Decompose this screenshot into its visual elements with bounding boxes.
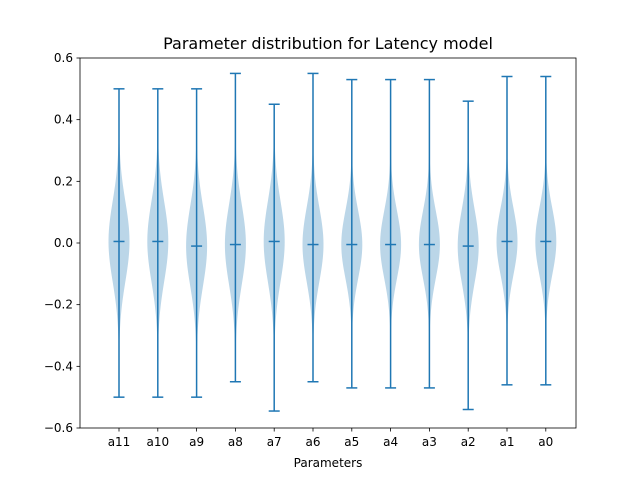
x-tick-label: a8 <box>228 435 243 449</box>
x-tick-label: a9 <box>189 435 204 449</box>
x-tick-label: a1 <box>500 435 515 449</box>
y-tick-label: 0.4 <box>54 113 73 127</box>
x-tick-label: a0 <box>538 435 553 449</box>
x-tick-label: a5 <box>344 435 359 449</box>
x-tick-label: a2 <box>461 435 476 449</box>
x-tick-label: a6 <box>306 435 321 449</box>
y-tick-label: 0.0 <box>54 236 73 250</box>
y-tick-label: 0.6 <box>54 51 73 65</box>
x-tick-label: a7 <box>267 435 282 449</box>
x-tick-label: a11 <box>108 435 131 449</box>
y-tick-label: −0.4 <box>44 359 73 373</box>
x-tick-label: a4 <box>383 435 398 449</box>
violins-layer <box>108 72 557 412</box>
y-tick-label: 0.2 <box>54 174 73 188</box>
x-tick-label: a3 <box>422 435 437 449</box>
x-axis: a11 a10 a9 a8 a7 a6 a5 a4 a3 a2 a1 a0 <box>108 428 553 449</box>
x-axis-label: Parameters <box>294 456 363 470</box>
chart-title: Parameter distribution for Latency model <box>163 34 493 53</box>
y-tick-label: −0.2 <box>44 298 73 312</box>
y-tick-label: −0.6 <box>44 421 73 435</box>
x-tick-label: a10 <box>146 435 169 449</box>
y-axis: −0.6 −0.4 −0.2 0.0 0.2 0.4 0.6 <box>44 51 80 435</box>
